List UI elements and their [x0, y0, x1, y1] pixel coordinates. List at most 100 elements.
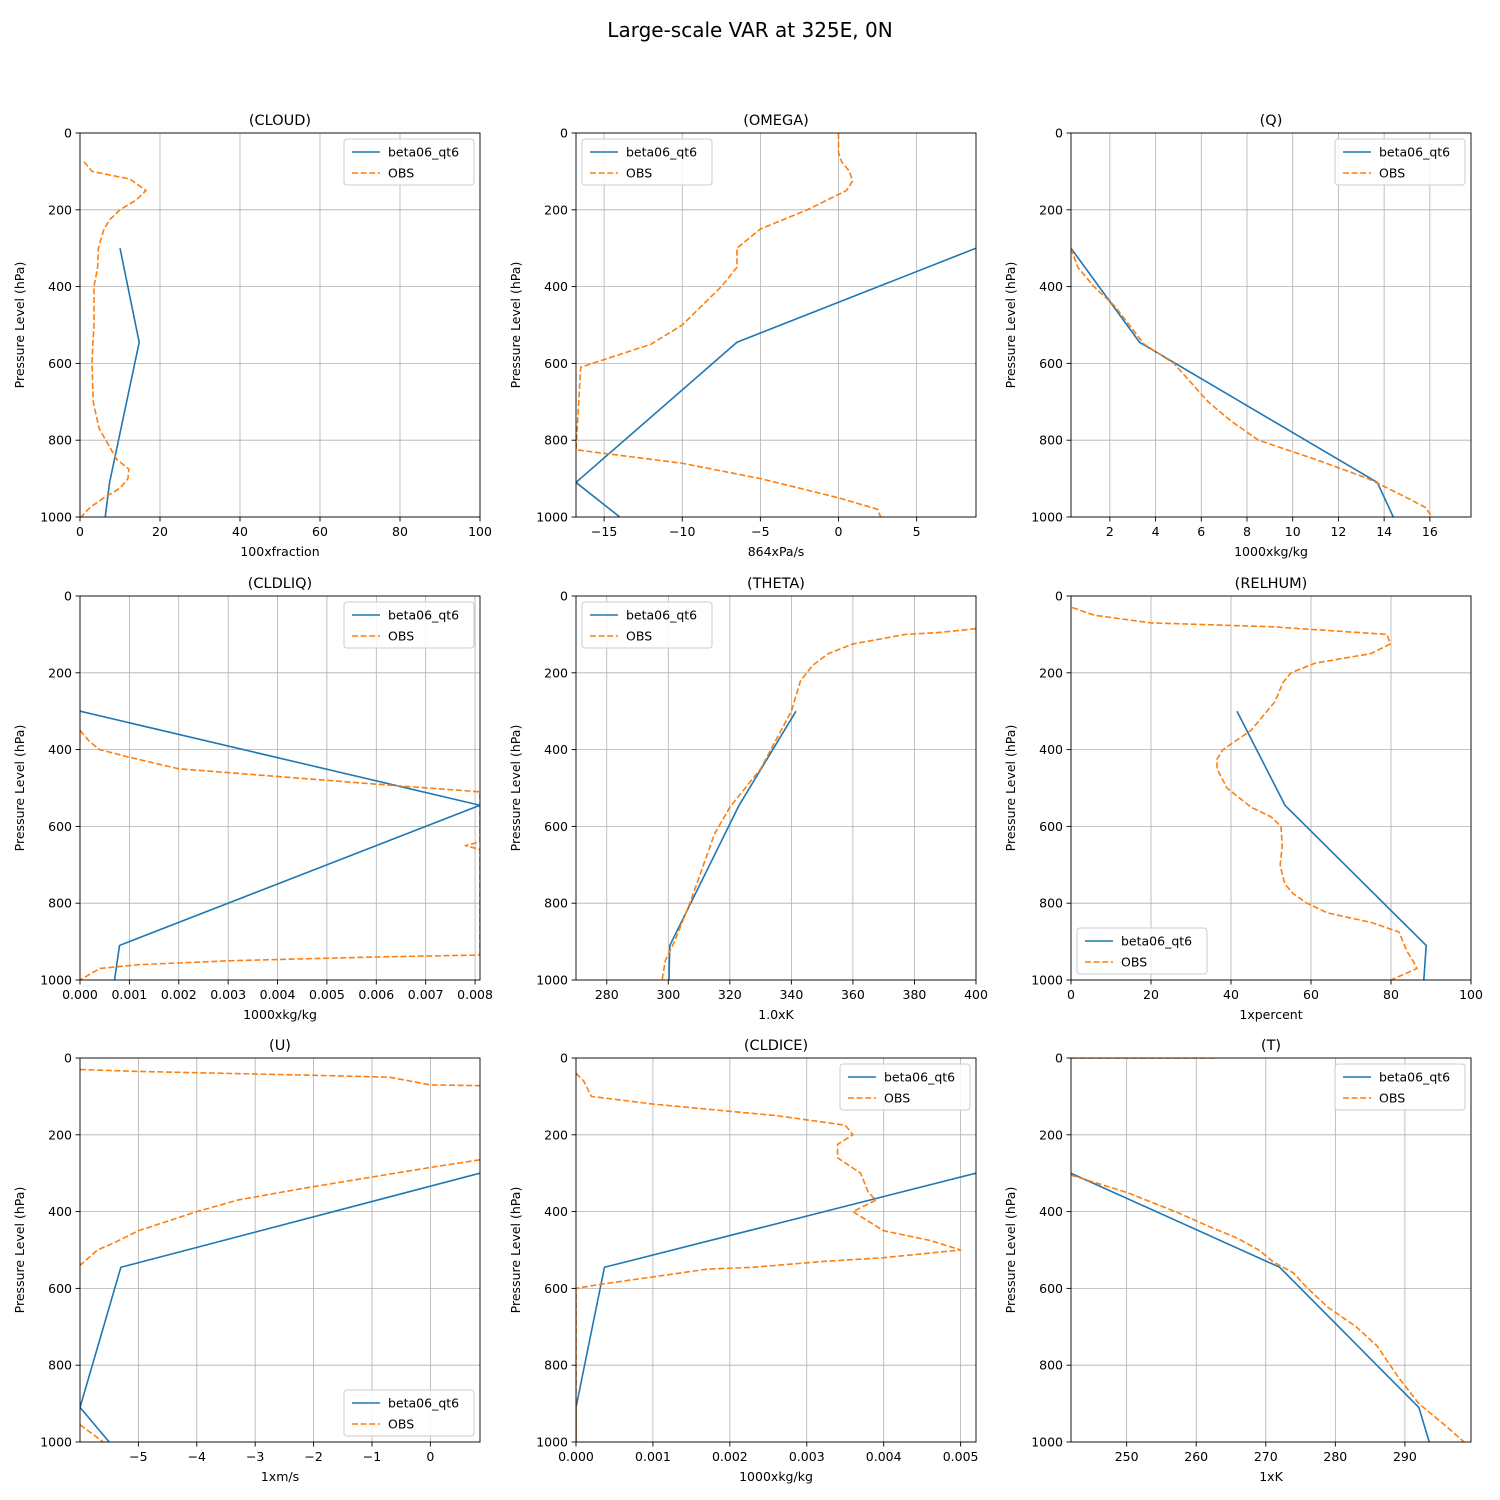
series-group — [80, 1068, 480, 1442]
x-tick-label: 320 — [718, 987, 742, 1002]
x-tick-label: 280 — [595, 987, 619, 1002]
x-tick-label: 12 — [1330, 524, 1346, 539]
x-tick-label: −5 — [751, 524, 769, 539]
x-tick-label: 80 — [1383, 987, 1399, 1002]
y-tick-label: 400 — [1039, 1204, 1063, 1219]
series-group — [80, 710, 480, 980]
x-tick-label: 80 — [392, 524, 408, 539]
y-axis-label: Pressure Level (hPa) — [12, 262, 27, 389]
legend-label: OBS — [388, 629, 414, 644]
legend-box — [839, 1063, 971, 1111]
subplot-theta: 280 300 320 340 360 380 400 0 200 400 600 800 1000 (T… — [508, 576, 988, 1022]
x-tick-label: 270 — [1254, 1449, 1278, 1464]
x-tick-label: 10 — [1285, 524, 1301, 539]
x-axis-label: 1xK — [1259, 1469, 1283, 1484]
y-tick-label: 400 — [1039, 742, 1063, 757]
x-tick-label: 0 — [1067, 987, 1075, 1002]
y-tick-label: 200 — [544, 1127, 568, 1142]
legend-label: beta06_qt6 — [626, 608, 697, 623]
x-tick-label: 0.007 — [408, 987, 444, 1002]
x-tick-label: 0 — [76, 524, 84, 539]
x-tick-label: 20 — [1143, 987, 1159, 1002]
axes-frame — [1070, 595, 1472, 981]
subplot-omega: −15 −10 −5 0 5 0 200 400 600 800 1000 (OMEGA) 864xPa… — [508, 113, 977, 559]
axes-frame — [79, 132, 481, 518]
x-tick-label: 380 — [903, 987, 927, 1002]
series-line-obs — [80, 161, 147, 517]
x-tick-label: 0.003 — [210, 987, 246, 1002]
x-axis-label: 1xm/s — [261, 1469, 299, 1484]
x-tick-label: 0.008 — [457, 987, 493, 1002]
y-tick-label: 400 — [544, 742, 568, 757]
y-tick-label: 200 — [544, 665, 568, 680]
series-group — [80, 161, 147, 517]
y-tick-label: 800 — [1039, 433, 1063, 448]
y-tick-label: 800 — [48, 896, 72, 911]
subplot-cldice: 0.000 0.001 0.002 0.003 0.004 0.005 0 200 400 600… — [508, 1038, 979, 1484]
y-tick-label: 600 — [544, 356, 568, 371]
legend-label: beta06_qt6 — [1379, 145, 1450, 160]
legend-label: beta06_qt6 — [626, 145, 697, 160]
y-tick-label: 600 — [48, 819, 72, 834]
y-tick-label: 600 — [48, 356, 72, 371]
x-axis-label: 1.0xK — [758, 1007, 794, 1022]
subplot-title: (RELHUM) — [1235, 576, 1308, 592]
x-tick-label: 0.006 — [358, 987, 394, 1002]
y-axis-label: Pressure Level (hPa) — [1003, 725, 1018, 852]
series-line-model — [80, 710, 480, 980]
y-tick-label: 400 — [1039, 279, 1063, 294]
series-line-model — [576, 1172, 976, 1442]
axes-frame — [575, 1057, 977, 1443]
y-tick-label: 400 — [544, 1204, 568, 1219]
figure-title: Large-scale VAR at 325E, 0N — [607, 18, 892, 42]
y-axis-label: Pressure Level (hPa) — [1003, 262, 1018, 389]
legend-box — [343, 138, 475, 186]
legend-label: OBS — [1379, 1091, 1405, 1106]
x-tick-label: 60 — [312, 524, 328, 539]
y-tick-label: 200 — [48, 665, 72, 680]
x-tick-label: 0.005 — [309, 987, 345, 1002]
y-tick-label: 400 — [48, 742, 72, 757]
legend-label: OBS — [626, 629, 652, 644]
y-tick-label: 0 — [1055, 126, 1063, 141]
y-tick-label: 0 — [560, 1051, 568, 1066]
series-line-obs — [661, 627, 976, 980]
x-tick-label: −5 — [129, 1449, 147, 1464]
subplot-title: (OMEGA) — [743, 113, 809, 129]
y-tick-label: 600 — [544, 819, 568, 834]
y-tick-label: 0 — [64, 126, 72, 141]
series-line-obs — [576, 133, 882, 517]
legend: beta06_qt6 OBS — [1334, 1063, 1466, 1111]
legend: beta06_qt6 OBS — [343, 1389, 475, 1437]
legend: beta06_qt6 OBS — [581, 138, 713, 186]
series-line-model — [104, 248, 140, 517]
legend: beta06_qt6 OBS — [343, 138, 475, 186]
x-tick-label: 0.000 — [558, 1449, 594, 1464]
series-line-obs — [1071, 606, 1418, 980]
series-line-model — [1071, 1172, 1431, 1442]
x-tick-label: 20 — [152, 524, 168, 539]
x-tick-label: 40 — [1223, 987, 1239, 1002]
series-line-obs — [80, 1158, 480, 1266]
x-tick-label: 0.001 — [635, 1449, 671, 1464]
subplot-title: (CLOUD) — [249, 113, 311, 129]
x-tick-label: 260 — [1184, 1449, 1208, 1464]
subplot-title: (CLDICE) — [744, 1038, 808, 1054]
y-tick-label: 0 — [64, 589, 72, 604]
x-tick-label: 2 — [1106, 524, 1114, 539]
x-axis-label: 1000xkg/kg — [243, 1007, 317, 1022]
axes-frame — [575, 132, 977, 518]
x-tick-label: 0 — [835, 524, 843, 539]
x-tick-label: 100 — [468, 524, 492, 539]
y-axis-label: Pressure Level (hPa) — [508, 725, 523, 852]
axes-frame — [79, 1057, 481, 1443]
legend-label: beta06_qt6 — [884, 1070, 955, 1085]
x-tick-label: 250 — [1115, 1449, 1139, 1464]
legend: beta06_qt6 OBS — [1076, 927, 1208, 975]
x-tick-label: 0.002 — [161, 987, 197, 1002]
y-axis-label: Pressure Level (hPa) — [1003, 1187, 1018, 1314]
series-line-obs — [80, 729, 480, 980]
series-group — [1071, 606, 1427, 980]
x-tick-label: 360 — [841, 987, 865, 1002]
